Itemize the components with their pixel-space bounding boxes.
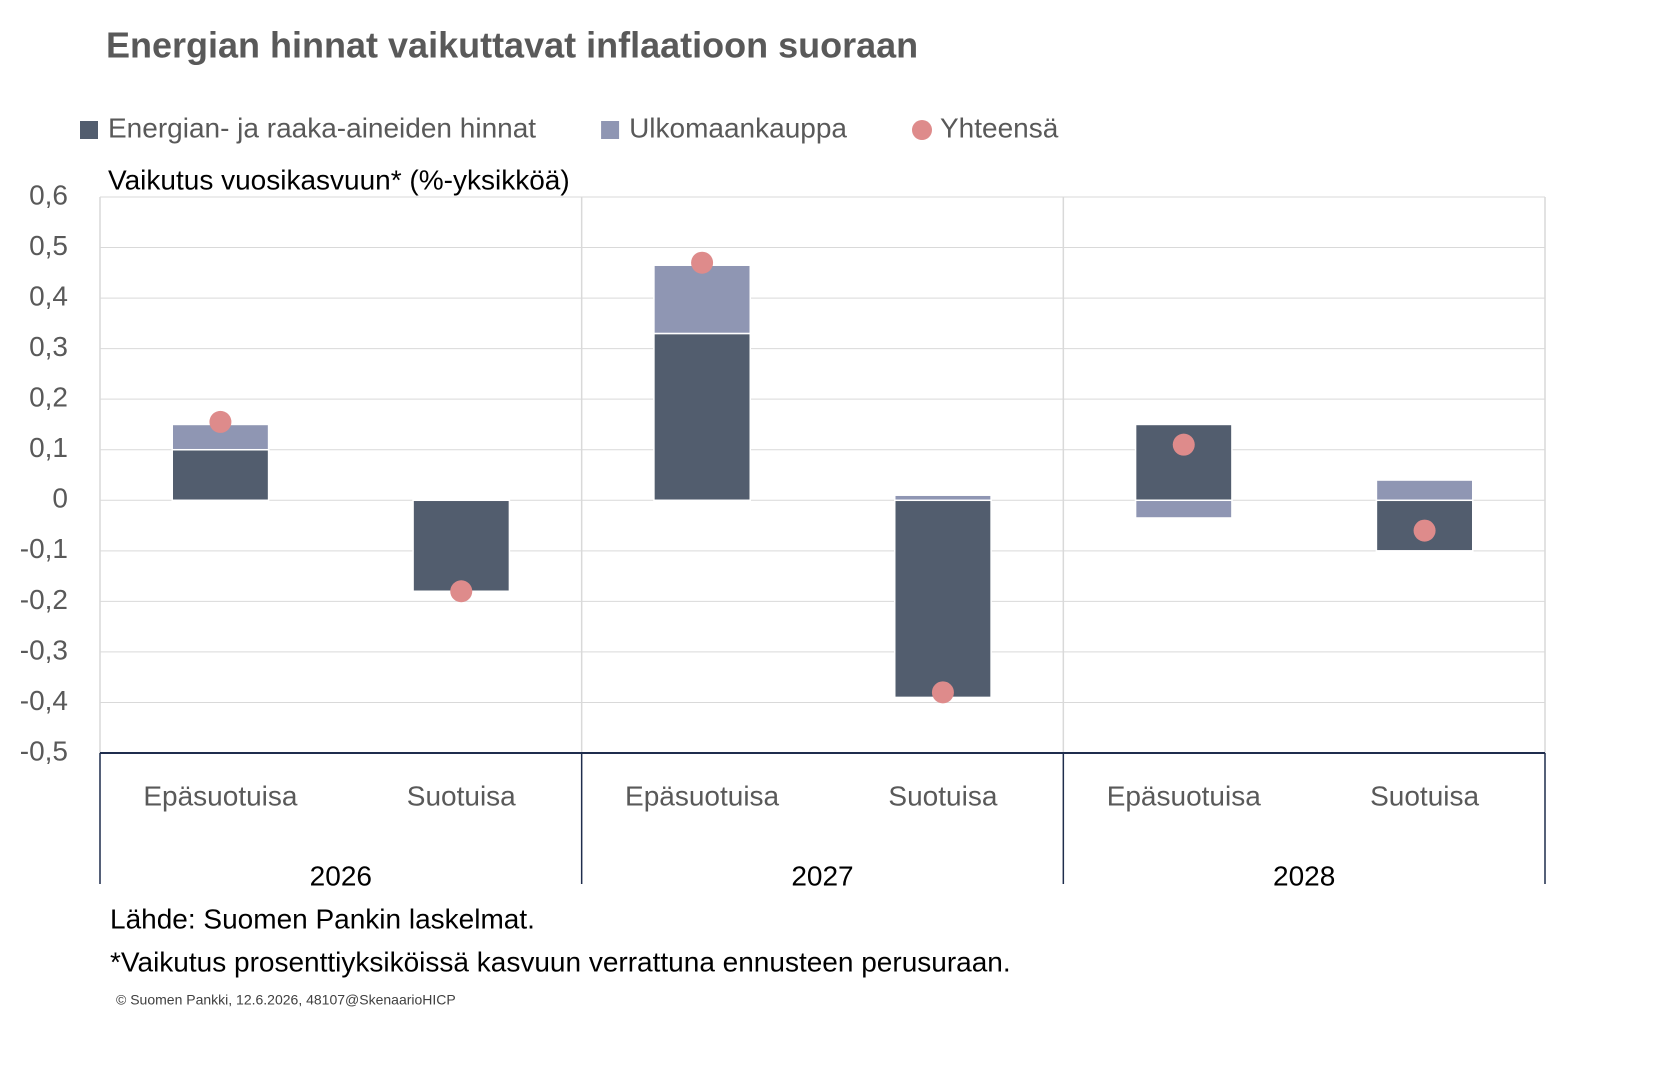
legend-label: Ulkomaankauppa (629, 112, 847, 143)
y-tick-label: -0,1 (20, 533, 68, 564)
bar (653, 332, 752, 502)
bar (171, 448, 270, 502)
total-marker (931, 681, 954, 704)
y-tick-label: -0,5 (20, 735, 68, 766)
y-tick-label: 0,4 (29, 280, 68, 311)
bar (894, 499, 992, 699)
total-marker (450, 580, 473, 603)
x-tick-label: Epäsuotuisa (1107, 780, 1262, 811)
copyright: © Suomen Pankki, 12.6.2026, 48107@Skenaa… (116, 992, 456, 1008)
legend-marker (912, 120, 932, 140)
x-tick-label: Suotuisa (407, 780, 516, 811)
y-tick-label: 0,1 (29, 432, 68, 463)
x-tick-label: Epäsuotuisa (625, 780, 780, 811)
total-marker (1172, 433, 1195, 456)
x-tick-label: Epäsuotuisa (143, 780, 298, 811)
bar (1134, 499, 1233, 519)
total-marker (1413, 519, 1436, 542)
y-tick-label: -0,4 (20, 685, 68, 716)
bar (412, 499, 511, 593)
legend-label: Energian- ja raaka-aineiden hinnat (108, 112, 536, 143)
total-marker (691, 251, 714, 274)
legend-swatch (80, 121, 98, 139)
group-label: 2028 (1273, 860, 1335, 891)
source: Lähde: Suomen Pankin laskelmat. (110, 903, 535, 934)
legend-swatch (601, 121, 620, 139)
bar (653, 264, 752, 335)
bar (1134, 423, 1233, 502)
bar (894, 494, 992, 502)
y-tick-label: -0,2 (20, 584, 68, 615)
y-tick-label: 0,2 (29, 382, 68, 413)
y-tick-label: 0,5 (29, 230, 68, 261)
x-tick-label: Suotuisa (888, 780, 997, 811)
footnote: *Vaikutus prosenttiyksiköissä kasvuun ve… (110, 946, 1011, 977)
group-label: 2027 (791, 860, 853, 891)
legend-label: Yhteensä (940, 112, 1059, 143)
group-label: 2026 (310, 860, 372, 891)
y-axis-label: Vaikutus vuosikasvuun* (%-yksikköä) (108, 164, 570, 195)
bar (1375, 479, 1474, 502)
x-tick-label: Suotuisa (1370, 780, 1479, 811)
chart-title: Energian hinnat vaikuttavat inflaatioon … (106, 25, 918, 66)
y-tick-label: 0 (52, 483, 68, 514)
y-tick-label: 0,3 (29, 331, 68, 362)
y-tick-label: -0,3 (20, 634, 68, 665)
y-tick-label: 0,6 (29, 179, 68, 210)
total-marker (209, 410, 232, 433)
